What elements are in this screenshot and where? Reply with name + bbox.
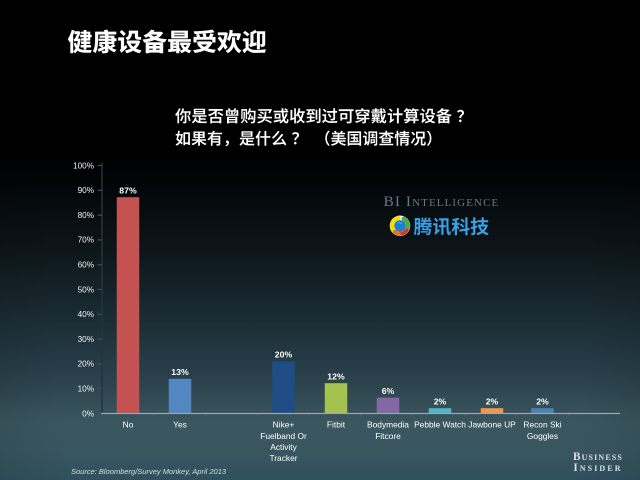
svg-text:13%: 13% (171, 367, 189, 377)
svg-text:Jawbone UP: Jawbone UP (468, 420, 516, 430)
svg-text:BI Intelligence: BI Intelligence (384, 193, 500, 210)
svg-text:20%: 20% (78, 360, 94, 369)
svg-text:10%: 10% (78, 385, 94, 394)
svg-text:Fitcore: Fitcore (375, 431, 401, 441)
svg-text:70%: 70% (78, 236, 94, 245)
svg-text:100%: 100% (73, 161, 94, 170)
svg-text:0%: 0% (82, 409, 94, 418)
svg-text:12%: 12% (327, 372, 345, 382)
svg-text:Bodymedia: Bodymedia (367, 420, 409, 430)
svg-text:No: No (123, 420, 134, 430)
svg-text:90%: 90% (78, 186, 94, 195)
svg-text:Insider: Insider (573, 462, 622, 474)
svg-text:6%: 6% (382, 386, 395, 396)
svg-text:2%: 2% (536, 397, 549, 407)
svg-text:80%: 80% (78, 211, 94, 220)
svg-text:Fitbit: Fitbit (327, 420, 346, 430)
svg-text:30%: 30% (78, 335, 94, 344)
svg-text:20%: 20% (275, 350, 293, 360)
svg-text:60%: 60% (78, 261, 94, 270)
svg-text:Business: Business (573, 451, 623, 463)
svg-text:Fuelband Or: Fuelband Or (260, 431, 307, 441)
svg-text:2%: 2% (434, 397, 447, 407)
svg-text:Source: Bloomberg/Survey Monke: Source: Bloomberg/Survey Monkey, April 2… (71, 467, 227, 476)
svg-text:Recon Ski: Recon Ski (523, 420, 561, 430)
svg-text:Tracker: Tracker (269, 453, 297, 463)
svg-text:40%: 40% (78, 310, 94, 319)
svg-text:87%: 87% (119, 186, 137, 196)
svg-text:50%: 50% (78, 285, 94, 294)
svg-text:2%: 2% (486, 397, 499, 407)
svg-text:Nike+: Nike+ (273, 420, 295, 430)
svg-text:Goggles: Goggles (527, 431, 558, 441)
svg-text:Yes: Yes (173, 420, 187, 430)
svg-text:Activity: Activity (270, 442, 297, 452)
svg-text:Pebble Watch: Pebble Watch (414, 420, 466, 430)
